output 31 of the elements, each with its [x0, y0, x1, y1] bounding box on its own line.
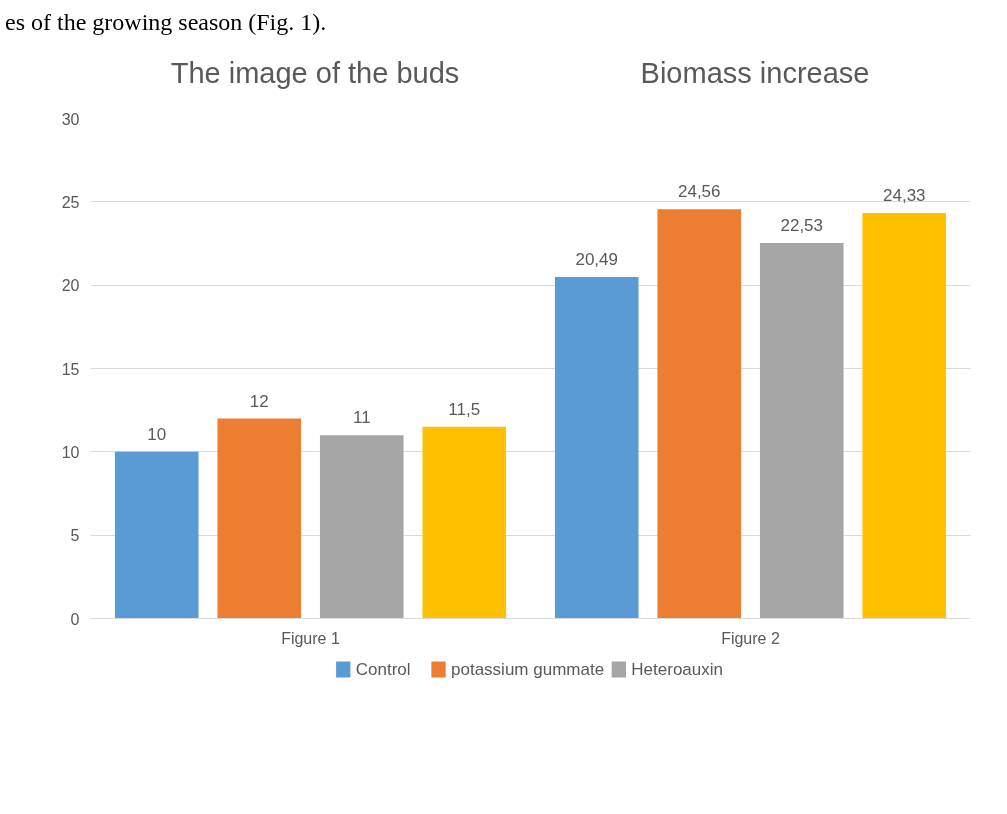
x-tick-label: Figure 2	[721, 629, 780, 647]
y-tick-label: 15	[61, 360, 80, 378]
y-tick-label: 0	[70, 610, 80, 628]
data-label: 11,5	[448, 399, 481, 419]
y-tick-label: 25	[61, 193, 80, 211]
data-label: 11	[352, 408, 371, 428]
y-tick-label: 5	[70, 527, 80, 545]
bar	[217, 418, 302, 619]
y-tick-label: 30	[61, 110, 80, 128]
data-label: 24,56	[677, 182, 721, 202]
bar	[554, 277, 639, 619]
bar	[319, 435, 404, 619]
data-label: 10	[147, 424, 167, 444]
bar	[422, 426, 507, 619]
legend-label: Control	[355, 660, 411, 679]
text: es of the growing season (Fig. 1).	[5, 8, 327, 37]
data-label: 22,53	[780, 216, 824, 235]
text: Biomass increase	[639, 56, 871, 91]
legend-label: potassium gummate	[451, 660, 605, 679]
bar	[759, 243, 844, 619]
bar	[114, 451, 199, 619]
y-tick-label: 20	[61, 277, 80, 295]
data-label: 12	[249, 391, 269, 411]
data-label: 20,49	[575, 250, 618, 269]
data-label: 24,33	[883, 186, 926, 205]
text: The image of the buds	[169, 56, 461, 91]
legend-label: Heteroauxin	[631, 660, 724, 679]
x-tick-label: Figure 1	[281, 629, 340, 647]
y-tick-label: 10	[61, 443, 80, 461]
bar	[657, 209, 742, 619]
bar	[862, 213, 947, 619]
